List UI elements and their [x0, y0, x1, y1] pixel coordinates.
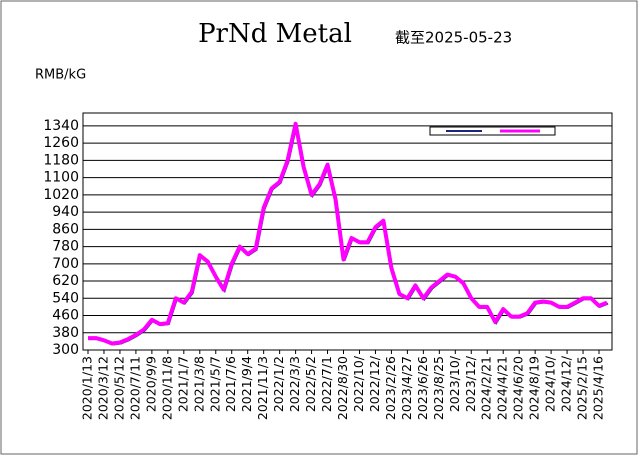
chart-subtitle: 截至2025-05-23 [395, 29, 512, 47]
x-tick-label: 2020/11/8 [159, 356, 174, 420]
x-tick-label: 2024/6/20 [511, 356, 526, 420]
plot-area [82, 112, 613, 351]
x-tick-label: 2020/9/9 [143, 356, 158, 412]
x-tick-label: 2022/5/2 [303, 356, 318, 412]
y-tick-label: 620 [52, 273, 79, 289]
x-tick-label: 2023/2/26 [383, 356, 398, 420]
y-tick-label: 380 [52, 325, 79, 341]
x-tick-label: 2024/4/21 [495, 356, 510, 420]
x-tick-label: 2022/10/ [351, 355, 366, 412]
x-tick-label: 2020/1/13 [80, 356, 95, 420]
x-tick-label: 2020/5/12 [111, 356, 126, 420]
x-tick-label: 2024/8/19 [527, 356, 542, 420]
y-axis-label: RMB/kG [35, 68, 86, 83]
y-tick-label: 940 [52, 204, 79, 220]
x-tick-label: 2023/12/ [463, 355, 478, 412]
x-tick-label: 2021/1/7 [175, 356, 190, 412]
y-tick-label: 860 [52, 221, 79, 237]
y-tick-label: 1340 [43, 118, 79, 134]
legend [429, 126, 556, 136]
x-tick-label: 2020/7/11 [127, 356, 142, 420]
y-tick-label: 700 [52, 256, 79, 272]
x-tick-label: 2023/4/27 [399, 356, 414, 420]
data-line [88, 121, 608, 346]
x-tick-label: 2022/3/3 [287, 356, 302, 412]
x-tick-label: 2022/8/30 [335, 356, 350, 420]
chart-title: PrNd Metal [198, 19, 352, 49]
y-tick-label: 300 [52, 342, 79, 358]
y-tick-label: 780 [52, 239, 79, 255]
y-tick-label: 1100 [43, 170, 79, 186]
x-tick-label: 2021/7/6 [223, 356, 238, 412]
x-tick-label: 2021/3/8 [191, 356, 206, 412]
y-tick-label: 540 [52, 290, 79, 306]
x-tick-label: 2022/7/1 [319, 356, 334, 412]
x-tick-label: 2023/6/26 [415, 356, 430, 420]
y-tick-label: 1180 [43, 152, 79, 168]
x-tick-label: 2021/11/3 [255, 356, 270, 420]
y-tick-label: 460 [52, 308, 79, 324]
plot: 3003804605406207007808609401020110011801… [43, 112, 613, 420]
x-tick-label: 2020/3/12 [95, 356, 110, 420]
x-tick-label: 2023/8/25 [431, 356, 446, 420]
x-tick-label: 2022/12/ [367, 355, 382, 412]
x-tick-label: 2024/2/21 [479, 356, 494, 420]
x-tick-label: 2025/4/16 [591, 356, 606, 420]
x-tick-label: 2021/5/7 [207, 356, 222, 412]
x-tick-label: 2025/2/15 [575, 356, 590, 420]
x-tick-label: 2023/10/ [447, 355, 462, 412]
x-tick-label: 2022/1/2 [271, 356, 286, 412]
y-tick-label: 1260 [43, 135, 79, 151]
x-tick-label: 2021/9/4 [239, 356, 254, 412]
x-tick-label: 2024/12/ [559, 355, 574, 412]
x-tick-label: 2024/10/ [543, 355, 558, 412]
y-tick-label: 1020 [43, 187, 79, 203]
legend-box [429, 126, 556, 136]
